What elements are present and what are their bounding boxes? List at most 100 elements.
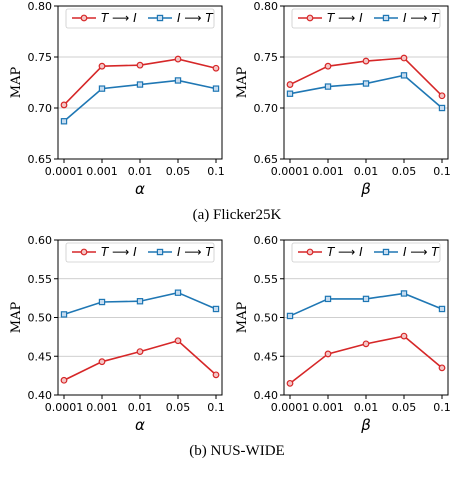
- data-point-i2t: [438, 104, 446, 112]
- data-point-i2t: [286, 312, 294, 320]
- data-point-t2i: [60, 376, 68, 384]
- x-tick-label: 0.05: [166, 401, 191, 414]
- y-tick-label: 0.45: [254, 350, 279, 363]
- data-point-i2t: [98, 85, 106, 92]
- legend-label: T ⟶ I: [327, 245, 363, 259]
- x-tick-label: 0.1: [433, 165, 451, 178]
- x-tick-label: 0.01: [354, 401, 379, 414]
- y-tick-label: 0.60: [28, 234, 53, 247]
- data-point-i2t: [400, 72, 408, 79]
- x-tick-label: 0.1: [207, 165, 225, 178]
- data-point-t2i: [212, 64, 220, 72]
- data-point-t2i: [324, 350, 332, 358]
- data-point-t2i: [136, 61, 144, 69]
- y-tick-label: 0.50: [28, 312, 53, 325]
- data-point-i2t: [212, 305, 220, 313]
- x-tick-label: 0.001: [86, 165, 118, 178]
- y-tick-label: 0.65: [254, 153, 279, 166]
- legend: T ⟶ I I ⟶ T: [65, 8, 215, 29]
- legend-label: I ⟶ T: [403, 11, 440, 25]
- y-tick-label: 0.55: [254, 273, 279, 286]
- data-point-i2t: [174, 77, 182, 84]
- chart-panel-2: 0.65 0.70 0.75 0.80 0.0001 0.001 0.01 0.05 0.1 β M…: [235, 0, 451, 198]
- x-tick-label: 0.0001: [271, 401, 310, 414]
- chart-panel-4: 0.40 0.45 0.50 0.55 0.60 0.0001 0.001 0.01 0.05 0…: [235, 234, 451, 434]
- y-tick-label: 0.50: [254, 312, 279, 325]
- x-tick-label: 0.0001: [45, 401, 84, 414]
- x-axis-label: α: [135, 180, 145, 198]
- legend-box: [65, 8, 215, 29]
- legend-label: I ⟶ T: [403, 245, 440, 259]
- data-point-t2i: [362, 340, 370, 348]
- y-axis-label: MAP: [9, 67, 24, 99]
- y-tick-label: 0.70: [28, 102, 53, 115]
- chart-panel-3: 0.40 0.45 0.50 0.55 0.60 0.0001 0.001 0.01 0.05 0…: [9, 234, 225, 434]
- legend-marker-t2i: [80, 248, 88, 256]
- data-point-i2t: [60, 118, 68, 125]
- legend-label: I ⟶ T: [177, 11, 214, 25]
- x-tick-label: 0.0001: [271, 165, 310, 178]
- x-tick-label: 0.1: [207, 401, 225, 414]
- x-tick-label: 0.1: [433, 401, 451, 414]
- legend-label: T ⟶ I: [101, 11, 137, 25]
- y-tick-label: 0.40: [28, 389, 53, 402]
- legend-marker-i2t: [156, 14, 164, 22]
- data-point-i2t: [60, 311, 68, 318]
- data-point-t2i: [174, 337, 182, 345]
- y-axis-label: MAP: [235, 67, 250, 99]
- data-point-i2t: [286, 90, 294, 97]
- x-axis-label: β: [360, 416, 371, 434]
- data-point-i2t: [136, 81, 144, 88]
- x-axis-label: α: [135, 416, 145, 434]
- y-axis-label: MAP: [235, 302, 250, 334]
- data-point-t2i: [60, 101, 68, 109]
- data-point-i2t: [212, 85, 220, 92]
- legend-marker-i2t: [382, 248, 390, 256]
- x-tick-label: 0.01: [128, 165, 153, 178]
- y-tick-label: 0.70: [254, 102, 279, 115]
- legend-label: T ⟶ I: [327, 11, 363, 25]
- data-point-t2i: [324, 62, 332, 70]
- legend-label: I ⟶ T: [177, 245, 214, 259]
- y-tick-label: 0.45: [28, 350, 53, 363]
- legend-marker-i2t: [382, 14, 390, 22]
- x-axis-label: β: [360, 180, 371, 198]
- legend-box: [65, 242, 215, 263]
- legend-box: [291, 242, 441, 263]
- legend-box: [291, 8, 441, 29]
- data-point-t2i: [212, 371, 220, 379]
- data-point-i2t: [438, 305, 446, 313]
- x-tick-label: 0.01: [128, 401, 153, 414]
- data-point-i2t: [324, 83, 332, 90]
- series-line-i2t: [289, 74, 443, 109]
- data-point-i2t: [400, 290, 408, 297]
- series-line-t2i: [63, 339, 217, 381]
- data-point-t2i: [286, 81, 294, 88]
- legend-marker-i2t: [156, 248, 164, 256]
- data-point-t2i: [98, 62, 106, 70]
- data-point-i2t: [362, 295, 370, 303]
- data-point-i2t: [324, 295, 332, 303]
- legend: T ⟶ I I ⟶ T: [291, 8, 441, 29]
- y-axis-label: MAP: [9, 302, 24, 334]
- y-tick-label: 0.80: [28, 0, 53, 13]
- data-point-t2i: [174, 55, 182, 63]
- y-tick-label: 0.75: [28, 51, 53, 64]
- data-point-i2t: [136, 298, 144, 305]
- data-point-t2i: [136, 348, 144, 356]
- x-tick-label: 0.05: [166, 165, 191, 178]
- data-point-t2i: [438, 92, 446, 100]
- y-tick-label: 0.65: [28, 153, 53, 166]
- data-point-i2t: [362, 80, 370, 87]
- caption-b: (b) NUS-WIDE: [189, 443, 284, 459]
- data-point-t2i: [438, 364, 446, 372]
- data-point-t2i: [98, 358, 106, 366]
- x-tick-label: 0.05: [392, 401, 417, 414]
- data-point-t2i: [400, 332, 408, 340]
- y-tick-label: 0.80: [254, 0, 279, 13]
- y-tick-label: 0.40: [254, 389, 279, 402]
- x-tick-label: 0.0001: [45, 165, 84, 178]
- legend: T ⟶ I I ⟶ T: [291, 242, 441, 263]
- data-point-t2i: [286, 379, 294, 387]
